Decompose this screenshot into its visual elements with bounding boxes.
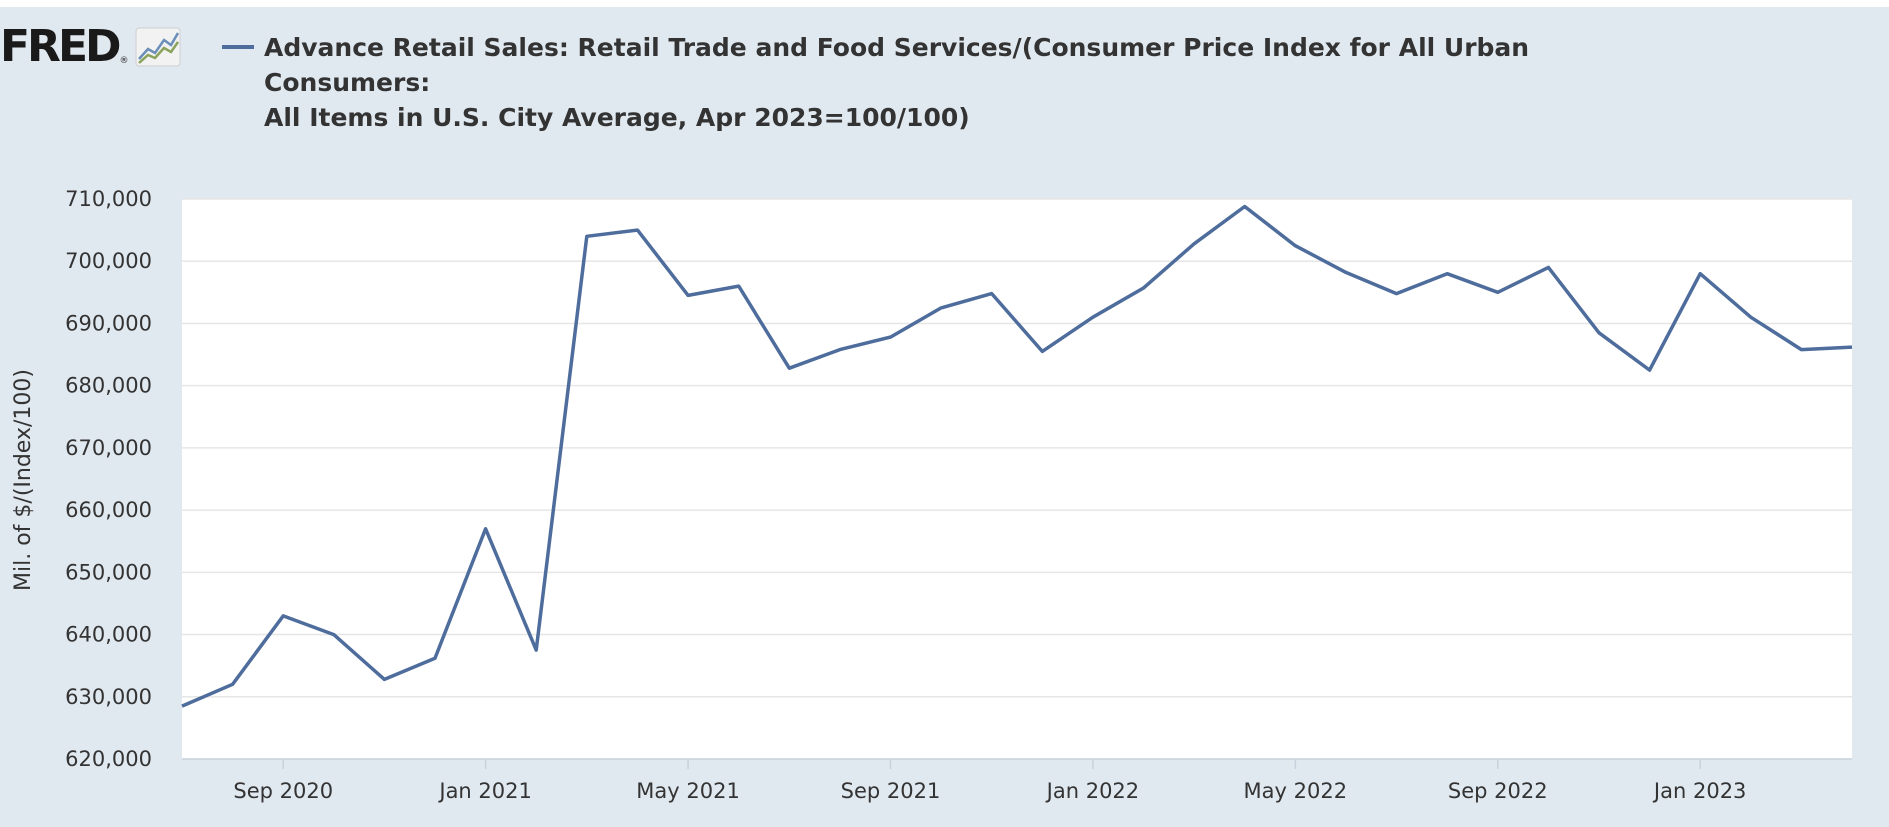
x-tick-label: Sep 2021 bbox=[841, 779, 941, 803]
legend-swatch bbox=[222, 45, 254, 49]
y-tick-label: 680,000 bbox=[65, 374, 152, 398]
x-tick-label: Jan 2022 bbox=[1045, 779, 1140, 803]
graph-icon bbox=[135, 27, 181, 67]
series-group bbox=[181, 204, 1853, 708]
y-tick-label: 620,000 bbox=[65, 747, 152, 771]
y-tick-label: 710,000 bbox=[65, 187, 152, 211]
registered-mark: ® bbox=[119, 56, 129, 66]
y-tick-label: 630,000 bbox=[65, 685, 152, 709]
gridlines bbox=[182, 198, 1852, 760]
x-tick-label: Sep 2022 bbox=[1448, 779, 1548, 803]
x-tick-label: May 2021 bbox=[636, 779, 740, 803]
plot-area bbox=[182, 199, 1852, 759]
fred-logo-text: FRED bbox=[0, 21, 122, 72]
y-tick-label: 660,000 bbox=[65, 498, 152, 522]
x-tick-label: Jan 2021 bbox=[437, 779, 532, 803]
y-tick-label: 650,000 bbox=[65, 560, 152, 584]
legend-line-1: Advance Retail Sales: Retail Trade and F… bbox=[264, 33, 1530, 97]
y-tick-label: 700,000 bbox=[65, 249, 152, 273]
legend-label[interactable]: Advance Retail Sales: Retail Trade and F… bbox=[264, 30, 1684, 135]
x-axis-ticks: Sep 2020 Jan 2021 May 2021 Sep 2021 Jan 2022… bbox=[233, 759, 1746, 803]
series-line bbox=[181, 204, 1853, 708]
fred-logo[interactable]: FRED ® bbox=[0, 22, 181, 72]
y-axis-label: Mil. of $/(Index/100) bbox=[11, 369, 36, 591]
x-tick-label: Jan 2023 bbox=[1652, 779, 1747, 803]
y-axis-ticks: 620,000 630,000 640,000 650,000 660,000 670,0… bbox=[65, 187, 152, 771]
y-tick-label: 670,000 bbox=[65, 436, 152, 460]
x-tick-label: May 2022 bbox=[1244, 779, 1348, 803]
y-tick-label: 640,000 bbox=[65, 623, 152, 647]
y-tick-label: 690,000 bbox=[65, 311, 152, 335]
x-tick-label: Sep 2020 bbox=[233, 779, 333, 803]
legend-line-2: All Items in U.S. City Average, Apr 2023… bbox=[264, 103, 970, 132]
